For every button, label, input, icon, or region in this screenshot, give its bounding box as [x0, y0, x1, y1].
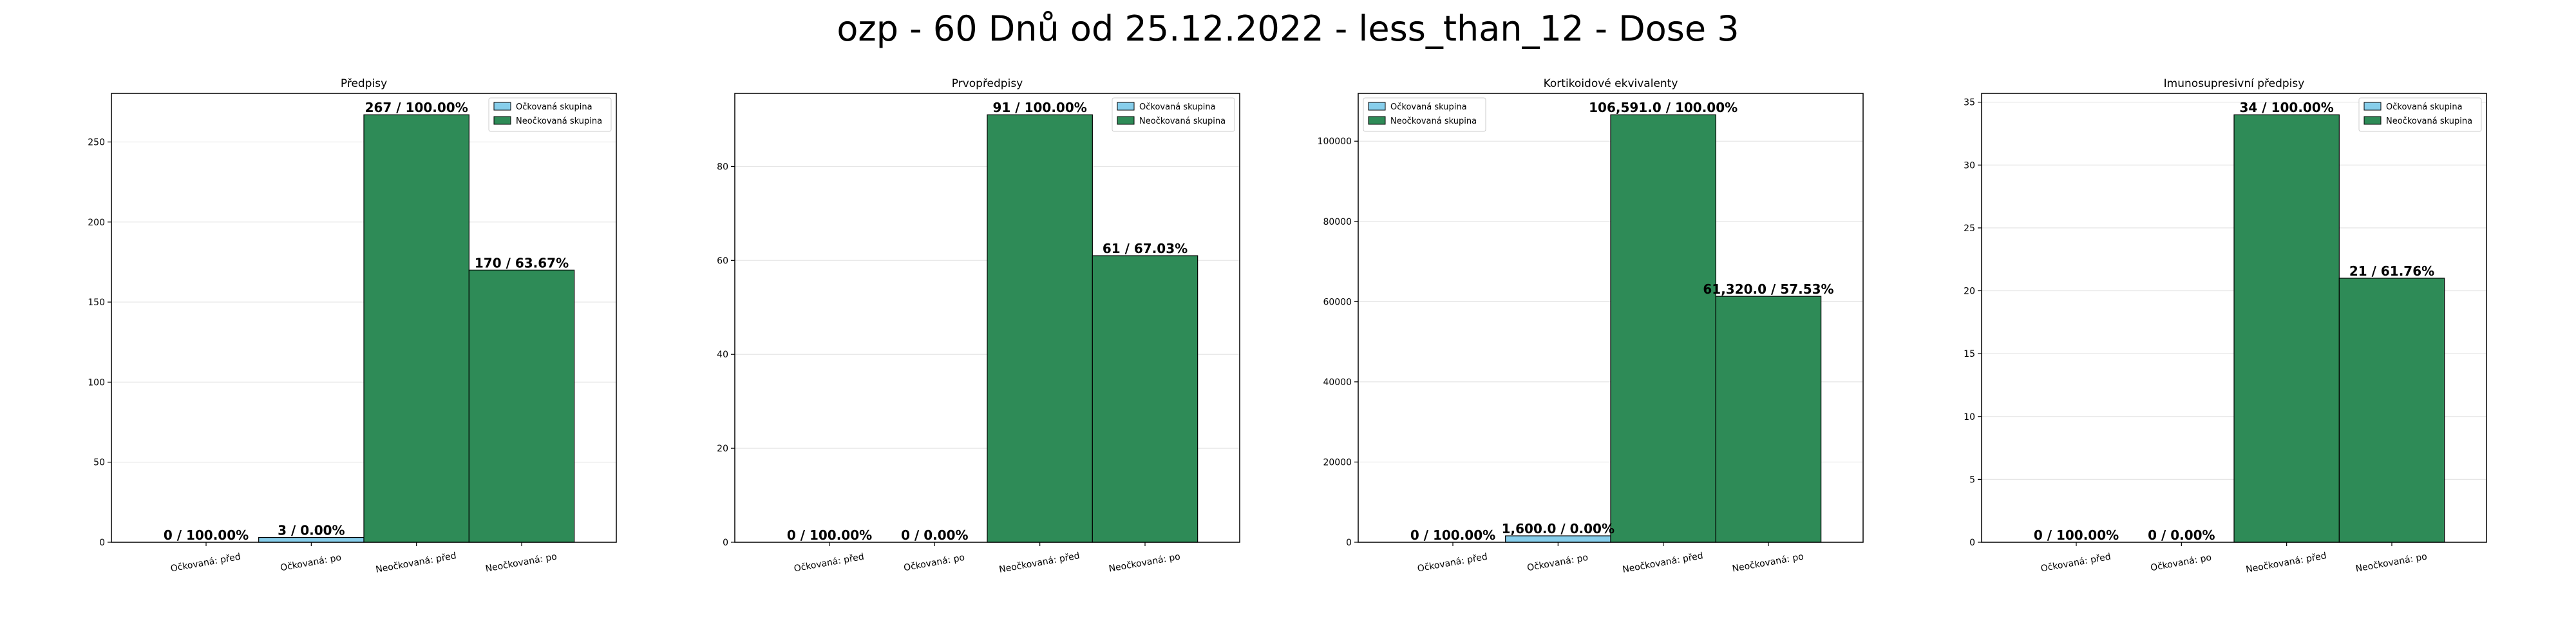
panel-title: Kortikoidové ekvivalenty [1544, 77, 1678, 90]
data-label: 0 / 100.00% [1410, 527, 1495, 543]
y-tick-label: 60000 [1323, 297, 1352, 307]
data-label: 1,600.0 / 0.00% [1502, 521, 1615, 536]
legend-swatch [2363, 102, 2382, 111]
y-tick-label: 100000 [1318, 137, 1352, 147]
plot-frame [111, 93, 617, 543]
data-label: 0 / 0.00% [2148, 527, 2215, 543]
y-tick-label: 40 [717, 350, 728, 360]
legend-box [1363, 97, 1486, 132]
bar-unvaccinated [363, 114, 469, 543]
panel-title: Imunosupresivní předpisy [2164, 77, 2305, 90]
legend-swatch [1368, 102, 1386, 111]
legend-swatch [493, 116, 511, 125]
plot-frame [734, 93, 1240, 543]
y-tick-label: 250 [88, 137, 105, 147]
y-tick-label: 200 [88, 218, 105, 228]
bar-unvaccinated [468, 269, 575, 543]
panel-title: Prvopředpisy [952, 77, 1023, 90]
y-tick-label: 80000 [1323, 217, 1352, 227]
x-tick-label: Očkovaná: po [2150, 553, 2212, 573]
data-label: 267 / 100.00% [365, 100, 468, 115]
data-label: 34 / 100.00% [2240, 100, 2334, 115]
y-tick-label: 0 [1346, 538, 1352, 548]
legend-label: Očkovaná skupina [1139, 102, 1216, 112]
y-tick-label: 50 [93, 458, 105, 468]
data-label: 3 / 0.00% [278, 523, 345, 538]
y-tick-label: 5 [1969, 475, 1975, 485]
y-tick-label: 25 [1964, 223, 1975, 234]
bar-unvaccinated [987, 114, 1093, 543]
y-tick-label: 20 [1964, 287, 1975, 297]
legend-swatch [2363, 116, 2382, 125]
y-tick-label: 35 [1964, 98, 1975, 108]
legend-label: Neočkovaná skupina [2386, 117, 2472, 126]
y-tick-label: 150 [88, 298, 105, 308]
bar-unvaccinated [2233, 114, 2340, 543]
y-tick-label: 0 [99, 538, 105, 548]
y-tick-label: 20 [717, 444, 728, 454]
legend-swatch [1117, 102, 1135, 111]
bar-unvaccinated [1715, 296, 1822, 543]
data-label: 0 / 100.00% [787, 527, 872, 543]
legend-label: Neočkovaná skupina [1390, 117, 1477, 126]
legend-label: Neočkovaná skupina [516, 117, 602, 126]
plot-frame [1981, 93, 2487, 543]
data-label: 61,320.0 / 57.53% [1703, 281, 1833, 297]
bar-unvaccinated [2338, 278, 2445, 543]
x-tick-label: Neočkovaná: po [2355, 551, 2429, 574]
y-tick-label: 10 [1964, 412, 1975, 422]
y-tick-label: 60 [717, 256, 728, 266]
legend-label: Očkovaná skupina [2386, 102, 2463, 112]
y-tick-label: 20000 [1323, 457, 1352, 468]
y-tick-label: 0 [1969, 538, 1975, 548]
legend-label: Očkovaná skupina [516, 102, 592, 112]
data-label: 106,591.0 / 100.00% [1589, 100, 1738, 115]
data-label: 0 / 0.00% [901, 527, 969, 543]
data-label: 91 / 100.00% [993, 100, 1087, 115]
y-tick-label: 0 [723, 538, 728, 548]
plot-frame [1358, 93, 1864, 543]
legend-box [1112, 97, 1235, 132]
legend-swatch [1368, 116, 1386, 125]
y-tick-label: 40000 [1323, 377, 1352, 388]
legend-box [488, 97, 612, 132]
legend-swatch [1117, 116, 1135, 125]
bar-unvaccinated [1092, 255, 1198, 543]
legend-box [2358, 97, 2482, 132]
panel-title: Předpisy [341, 77, 387, 90]
y-tick-label: 100 [88, 377, 105, 388]
y-tick-label: 15 [1964, 349, 1975, 359]
figure-title: ozp - 60 Dnů od 25.12.2022 - less_than_1… [837, 8, 1739, 49]
legend-swatch [493, 102, 511, 111]
x-tick-label: Neočkovaná: před [2245, 551, 2327, 575]
data-label: 170 / 63.67% [475, 255, 569, 270]
data-label: 0 / 100.00% [164, 527, 249, 543]
data-label: 21 / 61.76% [2349, 263, 2434, 279]
y-tick-label: 30 [1964, 160, 1975, 171]
y-tick-label: 80 [717, 162, 728, 172]
data-label: 61 / 67.03% [1103, 241, 1188, 256]
x-tick-label: Očkovaná: před [2040, 552, 2112, 574]
legend-label: Očkovaná skupina [1390, 102, 1467, 112]
data-label: 0 / 100.00% [2034, 527, 2119, 543]
bar-unvaccinated [1610, 114, 1716, 543]
legend-label: Neočkovaná skupina [1139, 117, 1226, 126]
